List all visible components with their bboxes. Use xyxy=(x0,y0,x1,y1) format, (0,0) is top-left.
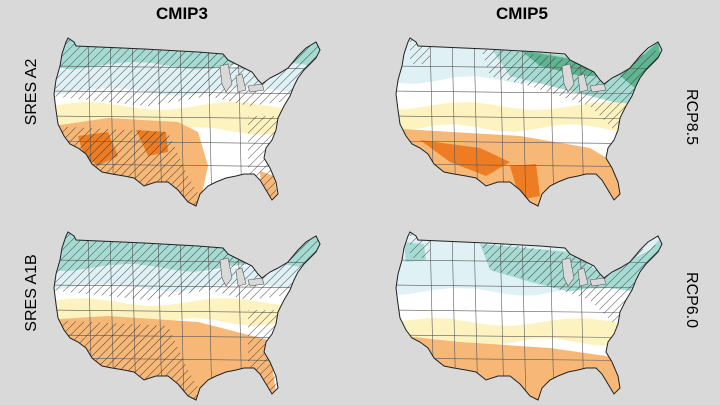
us-outline xyxy=(53,231,321,401)
map-fill-cmip3-a2 xyxy=(54,38,320,206)
great-lakes xyxy=(219,257,265,287)
row-label-sres-a2: SRES A2 xyxy=(23,58,40,126)
map-cmip3-sres-a1b xyxy=(48,230,328,405)
row-label-rcp60: RCP6.0 xyxy=(683,271,700,329)
us-outline xyxy=(395,37,663,207)
us-outline xyxy=(53,37,321,207)
significance-hatching xyxy=(410,232,662,330)
row-label-sres-a1b: SRES A1B xyxy=(23,254,40,332)
us-outline xyxy=(395,231,663,401)
map-svg-cmip3-a1b xyxy=(53,231,321,401)
map-cmip5-rcp85 xyxy=(390,36,670,211)
column-title-cmip5: CMIP5 xyxy=(496,4,548,23)
row-label-rcp85: RCP8.5 xyxy=(683,88,700,146)
map-cmip5-rcp60 xyxy=(390,230,670,405)
map-fill-cmip5-rcp85 xyxy=(396,38,662,206)
map-svg-cmip3-a2 xyxy=(53,37,321,207)
map-svg-cmip5-rcp60 xyxy=(395,231,663,401)
great-lakes xyxy=(219,63,265,93)
significance-hatching xyxy=(410,38,662,136)
map-fill-cmip5-rcp60 xyxy=(396,232,662,400)
column-title-cmip3: CMIP3 xyxy=(156,4,208,23)
great-lakes xyxy=(561,63,607,93)
map-fill-cmip3-a1b xyxy=(54,232,320,400)
map-cmip3-sres-a2 xyxy=(48,36,328,211)
map-svg-cmip5-rcp85 xyxy=(395,37,663,207)
great-lakes xyxy=(561,257,607,287)
